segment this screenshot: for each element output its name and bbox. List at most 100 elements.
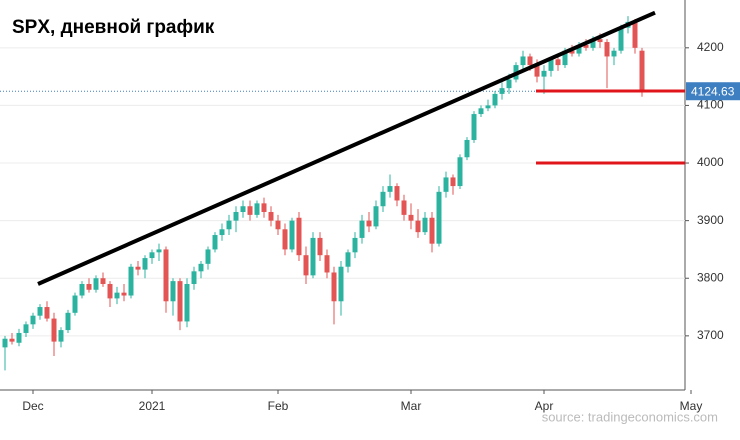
x-tick-label: Apr [535,399,554,413]
candle-body [2,338,8,348]
candle-body [114,292,120,299]
candle-body [268,211,274,221]
x-tick-label: Dec [22,399,43,413]
candle-body [191,271,197,285]
candle-body [408,214,414,221]
candle-body [44,307,50,319]
candle-body [576,44,582,54]
candle-body [23,324,29,333]
candle-body [562,50,568,66]
candle-body [611,50,617,57]
candle-body [296,217,302,256]
candle-body [282,229,288,250]
candle-body [65,312,71,331]
source: source: tradingeconomics.com [542,409,718,424]
candle-body [9,338,15,342]
candle-body [415,220,421,233]
candle-body [597,39,603,43]
candle-body [590,39,596,48]
candle-body [555,59,561,66]
candle-body [485,105,491,109]
candle-body [37,307,43,316]
candle-body [156,249,162,253]
candle-body [632,21,638,48]
candle-body [443,177,449,192]
candle-body [548,59,554,71]
candle-body [177,281,183,322]
candle-body [506,79,512,89]
candle-body [303,255,309,276]
candle-body [569,50,575,54]
y-tick-label: 4000 [697,155,724,169]
candle-body [149,252,155,259]
last-price-label: 4124.63 [691,84,735,98]
candle-body [198,263,204,272]
candle-body [618,27,624,51]
candle-body [275,220,281,230]
candle-body [373,206,379,227]
candle-body [58,330,64,342]
candle-body [30,315,36,325]
candle-body [247,206,253,215]
candle-body [289,220,295,250]
candle-body [499,88,505,94]
candle-body [471,114,477,140]
candle-body [184,284,190,322]
candle-body [401,200,407,215]
candle-body [93,278,99,290]
candle-body [142,258,148,270]
candle-body [212,235,218,250]
candle-body [72,295,78,313]
candle-body [541,70,547,77]
candle-body [170,281,176,302]
candle-body [100,278,106,285]
candle-body [16,332,22,343]
candle-body [478,108,484,115]
candle-body [429,217,435,244]
candle-body [338,266,344,302]
x-tick-label: 2021 [139,399,166,413]
y-tick-label: 3800 [697,270,724,284]
candle-body [352,237,358,253]
candle-body [527,56,533,66]
candle-body [639,50,645,92]
candle-body [366,220,372,227]
candle-body [436,191,442,244]
candle-body [583,44,589,48]
candle-body [205,249,211,264]
candle-body [51,318,57,342]
candle-body [240,206,246,212]
candle-body [317,237,323,256]
y-tick-label: 4100 [697,98,724,112]
candle-body [135,266,141,270]
candle-body [310,237,316,276]
candle-body [492,93,498,106]
candle-body [422,217,428,233]
candle-body [387,186,393,192]
candle-body [121,292,127,296]
candle-body [233,211,239,221]
candle-body [226,220,232,230]
candle-body [394,186,400,201]
x-tick-label: May [680,399,703,413]
trendline [37,10,656,286]
candle-body [254,203,260,215]
candle-body [457,157,463,187]
x-tick-label: Feb [268,399,289,413]
candle-body [464,139,470,158]
x-tick-label: Mar [401,399,422,413]
candle-body [163,249,169,302]
candle-body [86,284,92,290]
candle-body [345,252,351,267]
candle-body [380,191,386,207]
candle-body [604,42,610,57]
candle-body [359,220,365,238]
y-tick-label: 3900 [697,213,724,227]
chart-title: SPX, дневной график [12,17,215,38]
y-tick-label: 4200 [697,40,724,54]
candle-body [128,266,134,296]
candle-body [331,272,337,302]
candle-body [261,203,267,212]
candle-body [450,177,456,187]
